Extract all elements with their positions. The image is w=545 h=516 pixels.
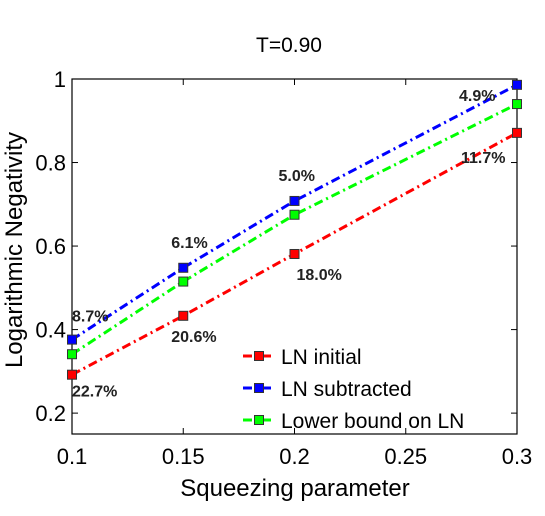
series-point-0 xyxy=(289,248,300,259)
legend-marker-2 xyxy=(254,415,264,425)
legend-marker-0 xyxy=(254,351,264,361)
y-tick-label: 0.8 xyxy=(35,151,66,176)
percent-annotation: 22.7% xyxy=(72,384,117,401)
percent-annotation: 6.1% xyxy=(171,235,207,252)
series-point-0 xyxy=(67,369,77,380)
x-tick-label: 0.15 xyxy=(162,444,205,469)
percent-annotation: 11.7% xyxy=(461,150,505,167)
series-point-0 xyxy=(512,127,522,138)
y-tick-label: 1 xyxy=(54,67,66,92)
series-point-0 xyxy=(178,310,189,321)
series-point-1 xyxy=(178,262,189,273)
series-point-1 xyxy=(512,79,522,90)
percent-annotation: 4.9% xyxy=(459,88,495,105)
series-point-2 xyxy=(512,99,522,110)
legend-entry: LN initial xyxy=(281,346,362,369)
y-axis-label: Logarithmic Negativity xyxy=(1,132,28,368)
series-point-2 xyxy=(289,209,300,220)
percent-annotation: 18.0% xyxy=(297,267,342,284)
series-line-0 xyxy=(71,131,518,377)
series-point-2 xyxy=(67,349,77,360)
series-point-2 xyxy=(178,276,189,287)
y-tick-label: 0.6 xyxy=(35,234,66,259)
percent-annotation: 8.7% xyxy=(72,309,108,326)
x-tick-label: 0.2 xyxy=(279,444,310,469)
percent-annotation: 5.0% xyxy=(279,168,315,185)
x-tick-label: 0.3 xyxy=(502,444,533,469)
legend-marker-1 xyxy=(254,383,264,393)
series-point-1 xyxy=(289,195,300,206)
series-line-2 xyxy=(71,102,518,356)
y-tick-label: 0.2 xyxy=(35,401,66,426)
x-axis-label: Squeezing parameter xyxy=(180,475,409,502)
legend-entry: LN subtracted xyxy=(281,378,412,401)
legend-entry: Lower bound on LN xyxy=(281,410,464,433)
plot-area: 0.1 0.15 0.2 0.25 0.3 0.2 0.4 0.6 0.8 1 8.7% 22.7% 6… xyxy=(35,67,532,469)
x-tick-label: 0.25 xyxy=(384,444,427,469)
series-line-1 xyxy=(71,83,518,341)
x-tick-label: 0.1 xyxy=(57,444,88,469)
percent-annotation: 20.6% xyxy=(171,329,216,346)
y-tick-label: 0.4 xyxy=(35,318,66,343)
chart-title: T=0.90 xyxy=(256,34,322,57)
series-point-1 xyxy=(67,334,77,345)
